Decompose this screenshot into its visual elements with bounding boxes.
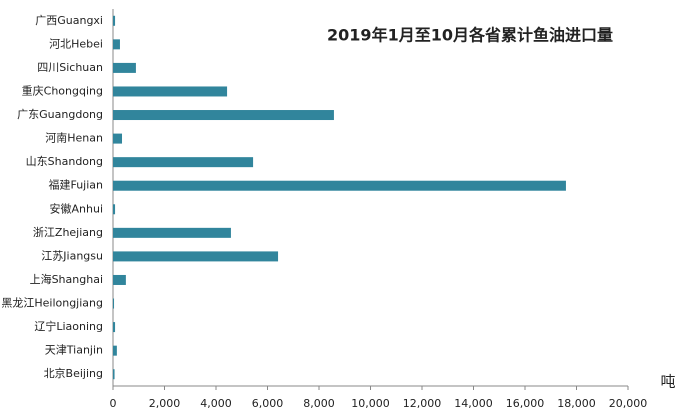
- bar: [113, 133, 123, 144]
- bar: [113, 227, 231, 238]
- y-tick-label: 广东Guangdong: [17, 108, 103, 121]
- x-tick-label: 0: [110, 397, 117, 410]
- y-tick-label: 江苏Jiangsu: [41, 249, 103, 262]
- bar: [113, 251, 279, 262]
- bar: [113, 345, 117, 356]
- x-tick-label: 8,000: [303, 397, 335, 410]
- bar: [113, 110, 334, 121]
- x-tick-label: 18,000: [557, 397, 596, 410]
- bar: [113, 369, 115, 380]
- y-tick-label: 黑龙江Heilongjiang: [1, 297, 103, 310]
- y-tick-label: 河南Henan: [45, 132, 103, 145]
- bar: [113, 86, 228, 97]
- y-tick-label: 天津Tianjin: [45, 344, 103, 357]
- y-tick-label: 广西Guangxi: [35, 14, 103, 27]
- bar: [113, 180, 566, 191]
- y-tick-label: 福建Fujian: [48, 178, 103, 192]
- bar: [113, 15, 116, 26]
- y-tick-label: 重庆Chongqing: [22, 83, 103, 97]
- y-tick-label: 河北Hebei: [49, 37, 103, 50]
- x-tick-label: 20,000: [609, 397, 648, 410]
- bar: [113, 157, 254, 168]
- y-tick-label: 辽宁Liaoning: [34, 319, 103, 333]
- bar: [113, 274, 126, 285]
- chart-title: 2019年1月至10月各省累计鱼油进口量: [327, 26, 613, 45]
- y-tick-label: 上海Shanghai: [30, 272, 103, 286]
- y-tick-label: 山东Shandong: [26, 155, 103, 168]
- x-tick-label: 16,000: [506, 397, 545, 410]
- bar: [113, 322, 116, 333]
- x-tick-label: 6,000: [252, 397, 284, 410]
- x-tick-label: 2,000: [149, 397, 181, 410]
- x-unit: 吨: [660, 373, 675, 391]
- x-tick-label: 10,000: [351, 397, 390, 410]
- bar: [113, 39, 120, 50]
- y-tick-label: 安徽Anhui: [50, 201, 104, 215]
- bar: [113, 204, 116, 215]
- bar: [113, 62, 136, 73]
- y-tick-label: 北京Beijing: [44, 366, 103, 380]
- bar: [113, 298, 115, 309]
- x-tick-label: 12,000: [403, 397, 442, 410]
- y-tick-label: 浙江Zhejiang: [33, 226, 103, 239]
- x-tick-label: 14,000: [454, 397, 493, 410]
- x-tick-label: 4,000: [200, 397, 232, 410]
- y-tick-label: 四川Sichuan: [37, 61, 103, 74]
